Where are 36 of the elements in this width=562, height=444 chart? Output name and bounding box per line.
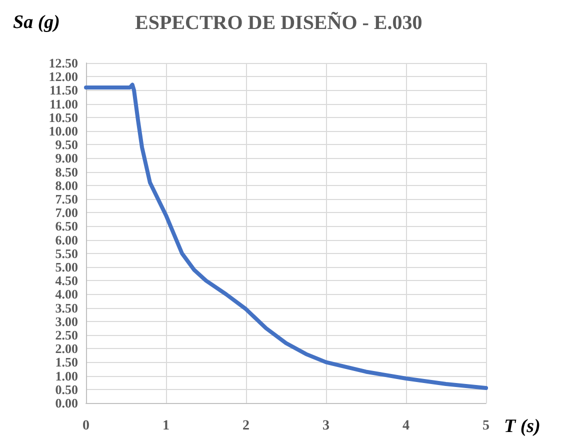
y-tick-label: 10.00 (48, 124, 78, 138)
y-tick-label: 3.00 (55, 314, 78, 329)
y-tick-label: 6.50 (55, 218, 78, 234)
chart-title: ESPECTRO DE DISEÑO - E.030 (135, 11, 422, 34)
y-tick-label: 7.50 (55, 192, 78, 206)
y-tick-label: 0.50 (55, 382, 78, 397)
x-tick-label: 0 (82, 418, 90, 434)
x-tick-label: 4 (402, 418, 410, 434)
y-tick-label: 11.50 (49, 82, 78, 98)
y-tick-label: 4.00 (55, 286, 78, 302)
y-tick-label: 6.00 (55, 232, 78, 248)
y-tick-label: 0.00 (55, 396, 78, 410)
y-tick-label: 8.00 (55, 178, 78, 193)
line-series (84, 82, 488, 390)
y-tick-label: 9.50 (55, 137, 78, 152)
x-tick-label: 5 (482, 418, 490, 434)
x-tick-label: 3 (322, 418, 330, 434)
y-tick-label: 9.00 (55, 150, 78, 166)
y-tick-label: 7.00 (55, 205, 78, 220)
y-tick-label: 8.50 (55, 164, 78, 180)
x-tick-label: 1 (162, 418, 170, 434)
y-tick-label: 5.00 (55, 260, 78, 274)
y-tick-label: 10.50 (48, 110, 78, 125)
y-tick-label: 1.00 (55, 368, 78, 384)
y-tick-label: 2.50 (55, 328, 78, 342)
y-tick-label: 1.50 (55, 354, 78, 370)
y-tick-label: 4.50 (55, 273, 78, 288)
x-tick-label: 2 (242, 418, 250, 434)
y-tick-label: 11.00 (49, 96, 78, 112)
y-axis-title: Sa (g) (13, 12, 60, 33)
y-tick-label: 3.50 (55, 300, 78, 316)
x-axis-title: T (s) (504, 416, 540, 437)
y-tick-label: 5.50 (55, 246, 78, 261)
y-tick-label: 12.50 (48, 56, 78, 70)
y-tick-label: 12.00 (48, 69, 78, 84)
y-tick-label: 2.00 (55, 341, 78, 356)
